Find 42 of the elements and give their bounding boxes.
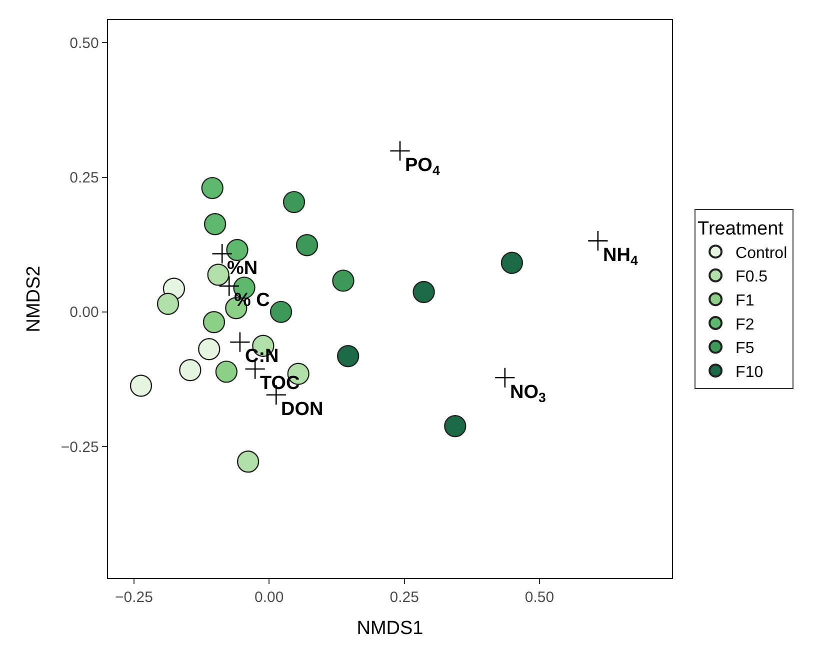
point bbox=[337, 344, 360, 368]
legend-label: F1 bbox=[736, 292, 754, 310]
point bbox=[207, 264, 230, 286]
point bbox=[215, 360, 238, 383]
legend-label: F10 bbox=[736, 364, 764, 381]
legend-label: F2 bbox=[736, 316, 754, 334]
point bbox=[236, 450, 260, 473]
y-tick-label: 0.25 bbox=[70, 170, 99, 187]
point bbox=[226, 238, 248, 262]
point bbox=[198, 338, 220, 360]
annotation: DON bbox=[281, 399, 324, 420]
annotation: NH$_{4}$ bbox=[603, 245, 638, 268]
point bbox=[156, 292, 180, 315]
annotation: C:N bbox=[245, 346, 279, 367]
point bbox=[444, 415, 466, 438]
point bbox=[179, 359, 202, 382]
point bbox=[412, 280, 435, 304]
point bbox=[270, 300, 292, 324]
legend-label: F0.5 bbox=[736, 268, 768, 286]
point bbox=[332, 270, 354, 292]
x-tick-label: 0.50 bbox=[524, 589, 554, 606]
x-tick-label: 0.25 bbox=[390, 589, 419, 606]
legend-label: F5 bbox=[736, 340, 754, 358]
y-tick-label: 0.00 bbox=[70, 304, 99, 322]
point bbox=[130, 374, 152, 397]
point bbox=[282, 190, 306, 214]
point bbox=[204, 213, 226, 236]
x-tick-label: −0.25 bbox=[114, 589, 153, 606]
point bbox=[296, 234, 318, 256]
y-tick-label: −0.25 bbox=[60, 438, 99, 456]
annotation: NO$_{3}$ bbox=[510, 382, 546, 405]
y-axis-title: NMDS2 bbox=[24, 266, 45, 332]
x-axis-title: NMDS1 bbox=[356, 618, 424, 639]
legend-title: Treatment bbox=[698, 218, 784, 240]
y-tick-label: 0.50 bbox=[70, 34, 99, 52]
annotation: PO$_{4}$ bbox=[405, 155, 440, 178]
point bbox=[202, 311, 226, 334]
point bbox=[201, 176, 224, 200]
annotation: %N bbox=[227, 258, 258, 279]
x-tick-label: 0.00 bbox=[254, 589, 284, 606]
point bbox=[500, 252, 524, 274]
legend-label: Control bbox=[736, 244, 788, 262]
